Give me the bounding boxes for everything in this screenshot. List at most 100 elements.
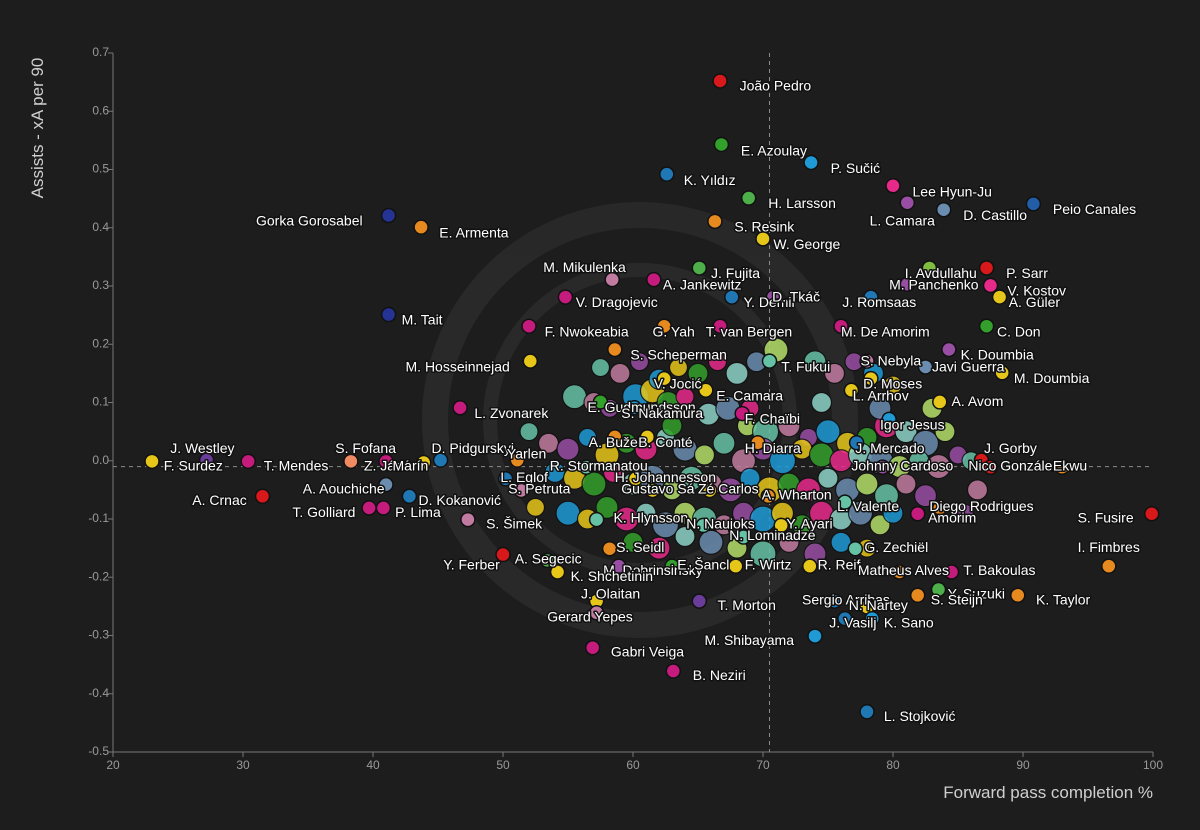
data-point[interactable] xyxy=(610,558,627,574)
data-point[interactable] xyxy=(826,593,843,609)
data-point[interactable] xyxy=(891,564,908,580)
data-point[interactable] xyxy=(240,453,256,470)
data-point[interactable] xyxy=(343,453,359,470)
data-point[interactable] xyxy=(557,289,574,305)
data-point[interactable] xyxy=(691,593,708,609)
data-point[interactable] xyxy=(695,517,711,534)
data-point[interactable] xyxy=(198,452,215,468)
data-point[interactable] xyxy=(750,434,766,451)
data-point[interactable] xyxy=(1010,587,1026,604)
data-point[interactable] xyxy=(592,394,609,410)
data-point[interactable] xyxy=(656,370,672,387)
data-point[interactable] xyxy=(513,482,529,499)
data-point[interactable] xyxy=(859,353,875,369)
data-point[interactable] xyxy=(909,506,926,522)
data-point[interactable] xyxy=(734,405,750,422)
data-point[interactable] xyxy=(432,452,449,468)
data-point[interactable] xyxy=(941,341,957,358)
data-point[interactable] xyxy=(375,500,392,516)
data-point[interactable] xyxy=(607,341,623,358)
data-point[interactable] xyxy=(452,399,468,416)
data-point[interactable] xyxy=(837,610,853,627)
data-point[interactable] xyxy=(144,453,160,470)
data-point[interactable] xyxy=(885,178,901,194)
data-point[interactable] xyxy=(521,318,537,334)
data-point[interactable] xyxy=(909,587,926,604)
data-point[interactable] xyxy=(847,540,864,557)
data-point[interactable] xyxy=(803,154,819,171)
data-point[interactable] xyxy=(978,318,995,334)
data-point[interactable] xyxy=(378,453,394,470)
data-point[interactable] xyxy=(943,564,960,580)
data-point[interactable] xyxy=(740,190,757,206)
data-point[interactable] xyxy=(601,540,618,557)
data-point[interactable] xyxy=(760,488,776,505)
data-point[interactable] xyxy=(604,271,620,288)
data-point[interactable] xyxy=(607,429,623,445)
data-point[interactable] xyxy=(639,429,656,445)
data-point[interactable] xyxy=(254,488,271,505)
data-point[interactable] xyxy=(863,289,879,305)
data-point[interactable] xyxy=(765,289,782,305)
data-point[interactable] xyxy=(401,488,418,505)
data-point[interactable] xyxy=(665,663,682,679)
data-point[interactable] xyxy=(978,260,995,276)
data-point[interactable] xyxy=(509,452,526,468)
data-point[interactable] xyxy=(627,471,644,487)
data-point[interactable] xyxy=(802,558,818,574)
data-point[interactable] xyxy=(698,382,714,399)
data-point[interactable] xyxy=(864,610,880,627)
data-point[interactable] xyxy=(707,213,723,230)
data-point[interactable] xyxy=(807,628,823,644)
data-point[interactable] xyxy=(837,494,853,510)
data-point[interactable] xyxy=(921,260,938,276)
data-point[interactable] xyxy=(1025,196,1042,212)
data-point[interactable] xyxy=(691,260,708,276)
data-point[interactable] xyxy=(549,564,566,580)
data-point[interactable] xyxy=(626,399,643,416)
data-point[interactable] xyxy=(644,482,661,499)
data-point[interactable] xyxy=(712,73,728,89)
data-point[interactable] xyxy=(755,231,771,247)
data-point[interactable] xyxy=(701,482,718,499)
data-point[interactable] xyxy=(1054,459,1070,475)
data-point[interactable] xyxy=(991,289,1008,305)
data-point[interactable] xyxy=(664,558,680,574)
data-point[interactable] xyxy=(712,318,728,334)
data-point[interactable] xyxy=(982,459,999,475)
data-point[interactable] xyxy=(588,605,605,621)
data-point[interactable] xyxy=(646,271,662,288)
data-point[interactable] xyxy=(1143,506,1160,522)
data-point[interactable] xyxy=(899,276,916,293)
data-point[interactable] xyxy=(982,277,999,294)
data-point[interactable] xyxy=(761,353,778,369)
data-point[interactable] xyxy=(848,434,865,451)
data-point[interactable] xyxy=(415,454,432,471)
data-point[interactable] xyxy=(917,359,934,375)
data-point[interactable] xyxy=(833,318,849,334)
data-point[interactable] xyxy=(881,411,897,428)
data-point[interactable] xyxy=(413,219,429,235)
data-point[interactable] xyxy=(656,318,672,334)
data-point[interactable] xyxy=(380,207,397,224)
data-point[interactable] xyxy=(713,136,730,153)
data-point[interactable] xyxy=(994,365,1010,381)
data-point[interactable] xyxy=(659,166,675,182)
data-point[interactable] xyxy=(843,382,860,399)
data-point[interactable] xyxy=(932,500,948,516)
data-point[interactable] xyxy=(460,511,476,528)
data-point[interactable] xyxy=(588,511,605,528)
data-point[interactable] xyxy=(1101,558,1117,574)
data-point[interactable] xyxy=(361,500,377,516)
data-point[interactable] xyxy=(899,194,916,211)
data-point[interactable] xyxy=(378,476,394,493)
data-point[interactable] xyxy=(859,704,875,720)
data-point[interactable] xyxy=(874,459,891,475)
data-point[interactable] xyxy=(932,394,948,410)
data-point[interactable] xyxy=(930,581,947,598)
data-point[interactable] xyxy=(863,370,879,387)
data-point[interactable] xyxy=(380,306,397,323)
data-point[interactable] xyxy=(495,546,511,563)
data-point[interactable] xyxy=(522,353,539,369)
data-point[interactable] xyxy=(773,517,789,534)
